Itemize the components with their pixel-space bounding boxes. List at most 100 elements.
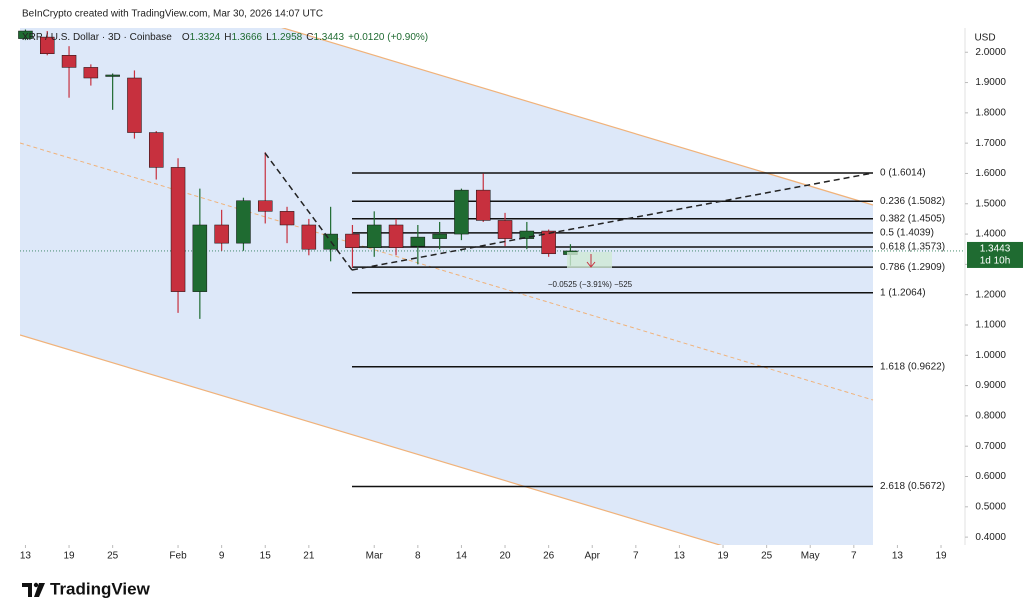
channel-median (20, 142, 874, 401)
price-tag-countdown: 1d 10h (980, 256, 1011, 267)
candle-body (214, 224, 229, 244)
fib-label: 1.618 (0.9622) (880, 361, 945, 372)
logo-mark (22, 583, 32, 597)
candle-body (519, 230, 535, 239)
candle-body (61, 55, 77, 68)
candle-body (475, 189, 491, 221)
x-tick-label: 19 (935, 551, 947, 562)
measure-label: −0.0525 (−3.91%) −525 (548, 280, 633, 289)
logo-mark (33, 582, 39, 588)
x-tick-label: 7 (633, 551, 639, 562)
candle-body (192, 224, 208, 292)
x-tick-label: Apr (584, 551, 600, 562)
y-tick-label: 1.8000 (975, 107, 1006, 118)
x-tick-label: 14 (456, 551, 468, 562)
y-tick-label: 1.7000 (975, 138, 1006, 149)
candle-body (18, 30, 33, 39)
candle-body (432, 233, 447, 239)
channel-lower (20, 334, 722, 545)
logo (22, 582, 45, 597)
candle-body (454, 189, 469, 235)
candle-body (301, 224, 317, 250)
ohlc-key: O (182, 32, 190, 43)
y-tick-label: 1.9000 (975, 77, 1006, 88)
y-unit: USD (974, 33, 995, 44)
price-tag-value: 1.3443 (980, 244, 1011, 255)
x-tick-label: Feb (169, 551, 187, 562)
fib-label: 2.618 (0.5672) (880, 481, 945, 492)
ohlc-value: 1.3443 (313, 32, 344, 43)
measure-box (567, 252, 612, 268)
y-tick-label: 2.0000 (975, 47, 1006, 58)
symbol: XRP / U.S. Dollar · 3D · Coinbase (22, 32, 172, 43)
candle-body (127, 77, 142, 133)
candle-body (105, 74, 120, 77)
ohlc-key: C (306, 32, 313, 43)
fib-label: 0 (1.6014) (880, 168, 926, 179)
fib-label: 0.382 (1.4505) (880, 213, 945, 224)
x-tick-label: 9 (219, 551, 225, 562)
ohlc-key: L (266, 32, 272, 43)
measure-arrow (586, 261, 596, 268)
x-tick-label: 13 (20, 551, 32, 562)
fib-label: 1 (1.2064) (880, 287, 926, 298)
candle-body (366, 224, 382, 248)
logo-mark (34, 583, 45, 597)
trend-line (264, 152, 353, 271)
x-tick-label: 20 (499, 551, 511, 562)
y-tick-label: 1.0000 (975, 350, 1006, 361)
x-tick-label: 19 (717, 551, 729, 562)
candle-body (148, 132, 164, 168)
y-tick-label: 0.4000 (975, 532, 1006, 543)
candle-body (388, 224, 404, 248)
x-tick-label: 19 (63, 551, 75, 562)
channel-fill (20, 28, 873, 545)
candle-body (39, 36, 55, 55)
x-tick-label: 7 (851, 551, 857, 562)
x-tick-label: May (801, 551, 820, 562)
y-tick-label: 1.1000 (975, 320, 1006, 331)
y-tick-label: 1.6000 (975, 168, 1006, 179)
x-tick-label: 25 (107, 551, 119, 562)
change: +0.0120 (+0.90%) (348, 32, 428, 43)
candle-body (83, 67, 99, 79)
x-tick-label: 21 (303, 551, 315, 562)
ohlc-value: 1.3666 (231, 32, 262, 43)
credit: BeInCrypto created with TradingView.com,… (22, 9, 323, 20)
trend-line (351, 172, 874, 271)
x-tick-label: 13 (674, 551, 686, 562)
x-tick-label: 8 (415, 551, 421, 562)
brand: TradingView (50, 579, 151, 598)
y-tick-label: 0.9000 (975, 380, 1006, 391)
y-tick-label: 1.2000 (975, 289, 1006, 300)
y-tick-label: 1.5000 (975, 198, 1006, 209)
fib-label: 0.786 (1.2909) (880, 262, 945, 273)
ohlc-value: 1.2958 (272, 32, 303, 43)
x-tick-label: Mar (366, 551, 384, 562)
ohlc-key: H (224, 32, 231, 43)
candle-body (257, 200, 273, 212)
x-tick-label: 26 (543, 551, 555, 562)
x-tick-label: 25 (761, 551, 773, 562)
x-tick-label: 13 (892, 551, 904, 562)
drawings (20, 28, 874, 545)
price-tag (967, 241, 1023, 268)
y-tick-label: 0.5000 (975, 501, 1006, 512)
candle-body (410, 236, 426, 247)
candle-body (541, 230, 556, 255)
fib-label: 0.236 (1.5082) (880, 196, 945, 207)
candle-body (497, 220, 513, 239)
ohlc-value: 1.3324 (190, 32, 221, 43)
candle-body (170, 167, 186, 292)
candle-body (236, 200, 251, 244)
legend: XRP / U.S. Dollar · 3D · Coinbase O1.3324… (22, 32, 428, 43)
x-tick-label: 15 (260, 551, 272, 562)
y-tick-label: 1.4000 (975, 229, 1006, 240)
channel-upper (281, 28, 874, 206)
candle-body (345, 233, 360, 248)
fib-label: 0.5 (1.4039) (880, 228, 934, 239)
y-tick-label: 0.8000 (975, 411, 1006, 422)
fib-label: 0.618 (1.3573) (880, 242, 945, 253)
